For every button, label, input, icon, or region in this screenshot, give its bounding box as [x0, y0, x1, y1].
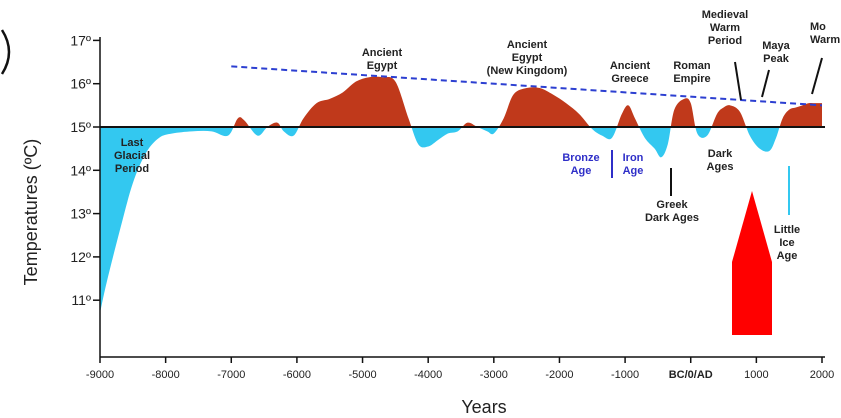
annotation-modern-warm: Mo Warm [810, 21, 840, 46]
annotation-dark-ages: Dark Ages [707, 148, 734, 173]
x-tick-label: -2000 [545, 369, 573, 381]
x-tick-label: 2000 [810, 369, 834, 381]
annotation-pointers [611, 57, 823, 215]
y-tick-labels: 11º 12º 13º 14º 15º 16º 17º [70, 32, 100, 308]
left-edge-crop-mark [0, 29, 11, 75]
annotation-ancient-egypt: Ancient Egypt [362, 47, 403, 72]
y-tick-label: 12º [70, 249, 91, 265]
y-tick-label: 14º [70, 162, 91, 178]
x-tick-label: -7000 [217, 369, 245, 381]
x-tick-label: 1000 [744, 369, 768, 381]
axes [99, 37, 825, 358]
annotation-ancient-greece: Ancient Greece [610, 60, 651, 85]
annotation-ancient-egypt-nk: Ancient Egypt (New Kingdom) [487, 39, 568, 77]
x-tick-label: -4000 [414, 369, 442, 381]
x-tick-label: -5000 [348, 369, 376, 381]
warm-area [100, 76, 822, 127]
x-axis-title: Years [461, 397, 506, 417]
annotation-little-ice-age: Little Ice Age [774, 224, 800, 262]
annotation-iron-age: Iron Age [623, 152, 644, 177]
x-tick-label: -1000 [611, 369, 639, 381]
trend-line [231, 65, 823, 107]
x-tick-label: -6000 [283, 369, 311, 381]
pointer-medieval-warm [734, 61, 742, 101]
annotation-maya-peak: Maya Peak [762, 40, 790, 65]
y-tick-label: 17º [70, 32, 91, 48]
y-tick-label: 15º [70, 119, 91, 135]
annotation-last-glacial: Last Glacial Period [114, 137, 150, 175]
x-tick-label: BC/0/AD [669, 369, 713, 381]
red-arrow-marker [732, 191, 772, 335]
annotation-bronze-age: Bronze Age [562, 152, 599, 177]
pointer-modern-warm [811, 57, 823, 95]
annotations: Last Glacial Period Ancient Egypt Ancient Egyp… [114, 9, 840, 262]
area-fills [100, 76, 822, 314]
annotation-greek-dark-ages: Greek Dark Ages [645, 199, 699, 224]
annotation-roman-empire: Roman Empire [673, 60, 711, 85]
pointer-maya-peak [761, 69, 770, 98]
x-tick-label: -8000 [152, 369, 180, 381]
y-tick-label: 16º [70, 76, 91, 92]
y-tick-label: 13º [70, 206, 91, 222]
x-tick-labels: -9000 -8000 -7000 -6000 -5000 -4000 -3000 -2000… [86, 357, 834, 381]
annotation-medieval-warm: Medieval Warm Period [702, 9, 748, 47]
x-tick-label: -3000 [480, 369, 508, 381]
y-tick-label: 11º [71, 292, 91, 308]
x-tick-label: -9000 [86, 369, 114, 381]
cold-area [100, 127, 822, 314]
y-axis-title: Temperatures (ºC) [21, 139, 41, 286]
